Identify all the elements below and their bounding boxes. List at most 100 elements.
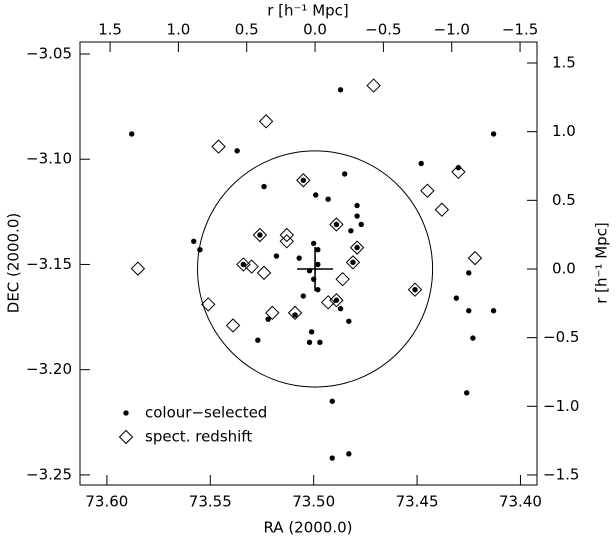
diamond-point xyxy=(345,255,361,270)
diamond-point xyxy=(366,78,381,93)
radius-circle xyxy=(197,150,434,388)
diamond-point xyxy=(256,265,272,281)
diamond-point xyxy=(467,250,483,266)
legend-symbol xyxy=(118,429,134,445)
dot-point xyxy=(453,295,460,301)
y2-tick-label: 0.5 xyxy=(552,191,576,209)
y-tick-label: −3.25 xyxy=(26,465,72,483)
diamond-point xyxy=(130,261,146,276)
y2-tick-label: −1.5 xyxy=(543,465,579,483)
diamond-point xyxy=(244,259,259,274)
diamond-point xyxy=(287,305,303,321)
diamond-point xyxy=(211,139,226,154)
dot-point xyxy=(341,171,348,177)
x-axis-title: RA (2000.0) xyxy=(263,519,352,537)
dot-point xyxy=(261,183,267,190)
diamond-point xyxy=(265,305,280,321)
diamond-point xyxy=(329,293,344,308)
dot-point xyxy=(358,221,364,228)
y2-tick-label: −1.0 xyxy=(543,397,579,415)
dot-point xyxy=(234,148,240,154)
x2-tick-label: 1.5 xyxy=(98,21,122,39)
dot-point xyxy=(310,276,317,282)
plot-frame xyxy=(79,41,538,486)
legend-label: colour−selected xyxy=(145,404,267,422)
dot-point xyxy=(300,177,307,183)
diamond-point xyxy=(420,183,435,198)
dot-point xyxy=(310,240,317,247)
dot-point xyxy=(128,131,135,137)
x2-axis-title: r [h⁻¹ Mpc] xyxy=(267,2,349,20)
dot-point xyxy=(418,160,424,167)
y-tick-label: −3.20 xyxy=(26,360,72,378)
dot-point xyxy=(296,255,302,261)
dot-point xyxy=(346,318,352,324)
dot-point xyxy=(300,293,307,299)
centre-cross xyxy=(297,246,334,291)
dot-point xyxy=(350,259,356,266)
diamond-point xyxy=(296,173,311,188)
y2-axis-title: r [h⁻¹ Mpc] xyxy=(593,222,611,304)
x-tick-label: 73.45 xyxy=(396,493,439,511)
dot-point xyxy=(490,308,497,314)
dot-point xyxy=(317,339,323,346)
dot-point xyxy=(470,335,476,341)
dot-point xyxy=(354,213,360,219)
y2-tick-label: −0.5 xyxy=(543,328,579,346)
dot-point xyxy=(412,287,418,293)
x2-tick-label: 0.0 xyxy=(303,21,327,39)
dot-point xyxy=(306,268,313,274)
y-axis-title: DEC (2000.0) xyxy=(5,213,23,313)
diamond-point xyxy=(407,282,423,297)
dot-point xyxy=(490,131,497,137)
x2-tick-label: −1.0 xyxy=(434,21,470,39)
x2-tick-label: 0.5 xyxy=(235,21,259,39)
dot-point xyxy=(333,221,340,228)
dot-point xyxy=(197,247,203,253)
legend-symbol xyxy=(123,410,129,416)
dot-point xyxy=(346,451,352,457)
diamond-point xyxy=(252,227,268,243)
dot-point xyxy=(273,253,280,259)
dot-point xyxy=(191,238,197,244)
dot-point xyxy=(325,196,331,202)
diamond-point xyxy=(279,234,294,249)
x-tick-label: 73.55 xyxy=(189,493,232,511)
diamond-point xyxy=(451,164,466,180)
x2-tick-label: −0.5 xyxy=(365,21,401,39)
dot-point xyxy=(315,287,321,293)
dot-point xyxy=(348,228,354,234)
dot-point xyxy=(240,261,247,268)
diamond-point xyxy=(335,271,350,287)
x2-tick-label: 1.0 xyxy=(166,21,190,39)
y-tick-label: −3.15 xyxy=(26,255,72,273)
y2-tick-label: 1.0 xyxy=(552,122,576,140)
dot-point xyxy=(466,270,472,276)
legend-label: spect. redshift xyxy=(145,428,252,446)
dot-point xyxy=(463,390,470,396)
dot-point xyxy=(257,232,263,238)
y2-tick-label: 1.5 xyxy=(552,54,576,72)
dot-point xyxy=(292,312,298,318)
y-tick-label: −3.05 xyxy=(26,44,72,62)
diamond-point xyxy=(349,240,365,255)
dot-point xyxy=(333,297,340,303)
diamond-point xyxy=(434,202,450,217)
dot-point xyxy=(466,308,472,314)
dot-point xyxy=(337,305,344,312)
dot-point xyxy=(315,247,321,253)
diamond-point xyxy=(329,217,344,232)
x2-tick-label: −1.5 xyxy=(502,21,538,39)
diamond-point xyxy=(236,257,251,272)
dot-point xyxy=(329,398,335,404)
dot-point xyxy=(306,339,313,346)
dot-point xyxy=(308,329,315,335)
dot-point xyxy=(354,244,360,251)
diamond-point xyxy=(320,295,336,310)
x-tick-label: 73.40 xyxy=(499,493,542,511)
dot-point xyxy=(354,202,360,209)
dot-point xyxy=(265,316,271,322)
dot-point xyxy=(313,192,319,198)
dot-point xyxy=(337,87,344,93)
